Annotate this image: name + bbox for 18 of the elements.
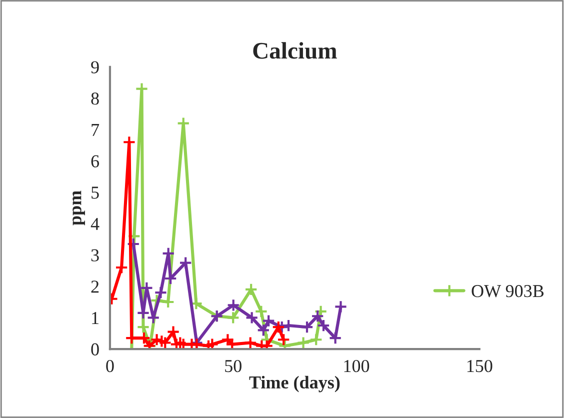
y-tick-label: 8 (91, 92, 99, 105)
x-axis-title: Time (days) (249, 376, 340, 392)
y-tick-label: 2 (91, 280, 99, 293)
y-tick-label: 6 (91, 155, 100, 168)
y-tick-label: 5 (92, 186, 99, 199)
x-tick-label: 50 (225, 360, 242, 372)
y-tick-label: 1 (92, 312, 98, 324)
y-axis-title: ppm (72, 190, 85, 226)
chart-title: Calcium (253, 42, 337, 59)
y-tick-label: 4 (90, 218, 100, 230)
x-tick-label: 150 (467, 360, 492, 372)
y-tick-label: 7 (92, 124, 100, 136)
legend-label: OW 903B (472, 284, 544, 298)
y-tick-label: 9 (91, 61, 99, 74)
x-tick-label: 100 (344, 360, 370, 372)
x-tick-label: 0 (106, 360, 114, 372)
y-tick-label: 3 (91, 249, 99, 262)
y-tick-label: 0 (91, 343, 99, 356)
